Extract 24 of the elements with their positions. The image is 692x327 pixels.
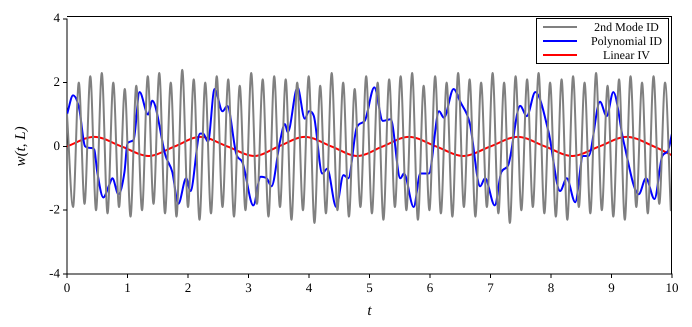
legend-label: 2nd Mode ID bbox=[593, 20, 660, 34]
x-tick-label: 3 bbox=[245, 280, 252, 296]
x-tick-label: 6 bbox=[426, 280, 434, 296]
y-tick-label: 0 bbox=[54, 138, 60, 153]
x-tick-label: 1 bbox=[124, 280, 131, 296]
legend-label: Polynomial ID bbox=[591, 34, 662, 48]
y-tick-label: 2 bbox=[54, 74, 60, 90]
y-tick-label: 4 bbox=[54, 10, 60, 26]
x-tick-label: 7 bbox=[487, 280, 494, 296]
x-tick-label: 8 bbox=[548, 280, 554, 296]
line-series bbox=[67, 68, 672, 224]
x-tick-label: 10 bbox=[666, 280, 678, 296]
x-axis-title: t bbox=[367, 302, 372, 319]
x-tick-label: 0 bbox=[64, 280, 70, 296]
line-series bbox=[67, 86, 672, 208]
legend-label: Linear IV bbox=[603, 48, 651, 62]
x-tick-label: 5 bbox=[366, 280, 373, 296]
x-tick-label: 2 bbox=[184, 280, 192, 296]
line-series bbox=[67, 136, 672, 157]
y-tick-label: -4 bbox=[49, 265, 60, 280]
y-axis-title: w(t, L) bbox=[12, 126, 29, 166]
y-tick-label: -2 bbox=[49, 202, 60, 217]
x-tick-label: 9 bbox=[608, 280, 615, 296]
x-tick-label: 4 bbox=[306, 280, 313, 296]
